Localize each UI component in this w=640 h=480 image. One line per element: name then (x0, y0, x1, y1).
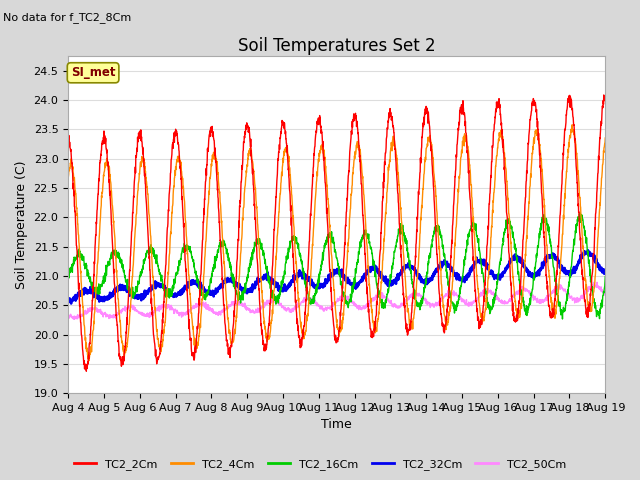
X-axis label: Time: Time (321, 419, 352, 432)
Text: No data for f_TC2_8Cm: No data for f_TC2_8Cm (3, 12, 131, 23)
Title: Soil Temperatures Set 2: Soil Temperatures Set 2 (238, 36, 435, 55)
Y-axis label: Soil Temperature (C): Soil Temperature (C) (15, 160, 28, 289)
Legend: TC2_2Cm, TC2_4Cm, TC2_16Cm, TC2_32Cm, TC2_50Cm: TC2_2Cm, TC2_4Cm, TC2_16Cm, TC2_32Cm, TC… (70, 455, 570, 474)
Text: SI_met: SI_met (71, 66, 115, 79)
